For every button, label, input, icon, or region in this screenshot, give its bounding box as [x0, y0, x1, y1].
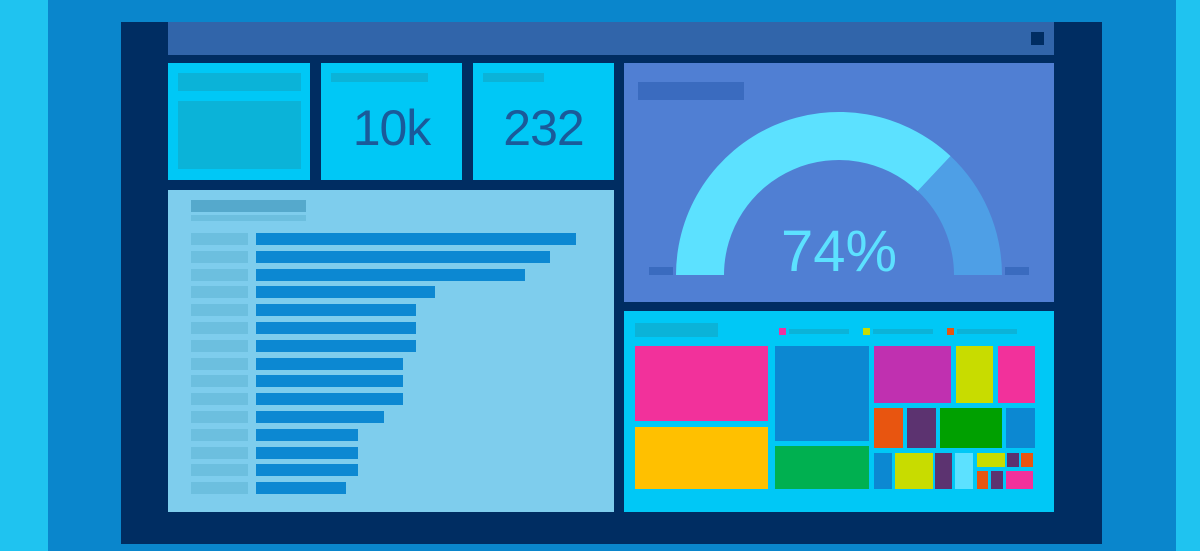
gauge-value: 74%	[780, 219, 898, 284]
treemap-tile[interactable]	[955, 453, 973, 489]
treemap-tile[interactable]	[895, 453, 933, 489]
gauge-track	[676, 111, 951, 275]
bar[interactable]	[256, 446, 359, 459]
bar[interactable]	[256, 304, 416, 317]
window-control-button[interactable]	[1031, 32, 1044, 45]
bar[interactable]	[256, 286, 436, 299]
bar-label-placeholder	[191, 446, 248, 459]
gauge-chart	[649, 111, 1029, 275]
treemap-tile[interactable]	[956, 346, 993, 403]
treemap-tile[interactable]	[775, 446, 869, 489]
bar[interactable]	[256, 339, 416, 352]
treemap-tile[interactable]	[998, 346, 1035, 403]
kpi-card-visits[interactable]: 10k	[321, 63, 462, 180]
treemap-tile[interactable]	[991, 471, 1003, 489]
kpi-value-sessions: 232	[503, 100, 584, 156]
bar[interactable]	[256, 393, 404, 406]
bar-label-placeholder	[191, 411, 248, 423]
bar-label-placeholder	[191, 464, 248, 477]
treemap-tile[interactable]	[1007, 453, 1019, 467]
gauge-max-tick	[1005, 267, 1029, 275]
treemap-tile[interactable]	[1006, 471, 1033, 489]
treemap-tile[interactable]	[977, 453, 1005, 467]
bar[interactable]	[256, 268, 525, 281]
treemap-tile[interactable]	[940, 408, 1002, 448]
kpi-title-placeholder	[483, 73, 544, 82]
kpi-card-overview[interactable]	[168, 63, 310, 180]
bar-chart-panel[interactable]	[168, 190, 614, 512]
treemap-tile[interactable]	[907, 408, 936, 448]
treemap-tile[interactable]	[1006, 408, 1035, 448]
kpi-content-placeholder	[178, 101, 301, 169]
bar-label-placeholder	[191, 428, 248, 441]
treemap-legend	[624, 311, 1054, 341]
bar[interactable]	[256, 411, 384, 423]
bar-label-placeholder	[191, 375, 248, 388]
treemap-tile[interactable]	[635, 346, 768, 421]
treemap-tile[interactable]	[874, 346, 951, 403]
treemap-tile[interactable]	[1021, 453, 1033, 467]
legend-swatch	[947, 328, 954, 335]
legend-swatch	[779, 328, 786, 335]
bar[interactable]	[256, 250, 551, 263]
bar-label-placeholder	[191, 339, 248, 352]
treemap-tile[interactable]	[775, 346, 869, 441]
bar[interactable]	[256, 233, 576, 245]
bar-label-placeholder	[191, 286, 248, 299]
gauge-panel[interactable]: 74%	[624, 63, 1054, 302]
bar-label-placeholder	[191, 482, 248, 495]
bar-label-placeholder	[191, 393, 248, 406]
bar-label-placeholder	[191, 304, 248, 317]
legend-swatch	[863, 328, 870, 335]
bar-chart	[168, 190, 614, 512]
treemap-tile[interactable]	[935, 453, 952, 489]
treemap-tile[interactable]	[874, 408, 903, 448]
bar-label-placeholder	[191, 322, 248, 334]
treemap-chart	[624, 311, 1054, 512]
legend-label-placeholder	[873, 329, 933, 334]
treemap-tile[interactable]	[874, 453, 892, 489]
bar[interactable]	[256, 428, 359, 441]
bar[interactable]	[256, 357, 404, 370]
treemap-panel[interactable]	[624, 311, 1054, 512]
bar-label-placeholder	[191, 250, 248, 263]
window-titlebar	[168, 22, 1054, 55]
gauge-min-tick	[649, 267, 673, 275]
bar[interactable]	[256, 375, 404, 388]
chart-subtitle-placeholder	[191, 215, 306, 221]
bar[interactable]	[256, 322, 416, 334]
treemap-tile[interactable]	[635, 427, 768, 489]
treemap-tile[interactable]	[977, 471, 988, 489]
legend-label-placeholder	[789, 329, 849, 334]
gauge-remainder	[917, 156, 1002, 275]
treemap-title-placeholder	[635, 323, 718, 337]
bar-label-placeholder	[191, 233, 248, 245]
kpi-title-placeholder	[178, 73, 301, 91]
kpi-card-sessions[interactable]: 232	[473, 63, 614, 180]
kpi-value-visits: 10k	[352, 100, 432, 156]
bar-label-placeholder	[191, 268, 248, 281]
gauge-title-placeholder	[638, 82, 744, 100]
legend-label-placeholder	[957, 329, 1017, 334]
bar-label-placeholder	[191, 357, 248, 370]
chart-title-placeholder	[191, 200, 306, 212]
kpi-title-placeholder	[331, 73, 428, 82]
bar[interactable]	[256, 464, 359, 477]
bar[interactable]	[256, 482, 346, 495]
